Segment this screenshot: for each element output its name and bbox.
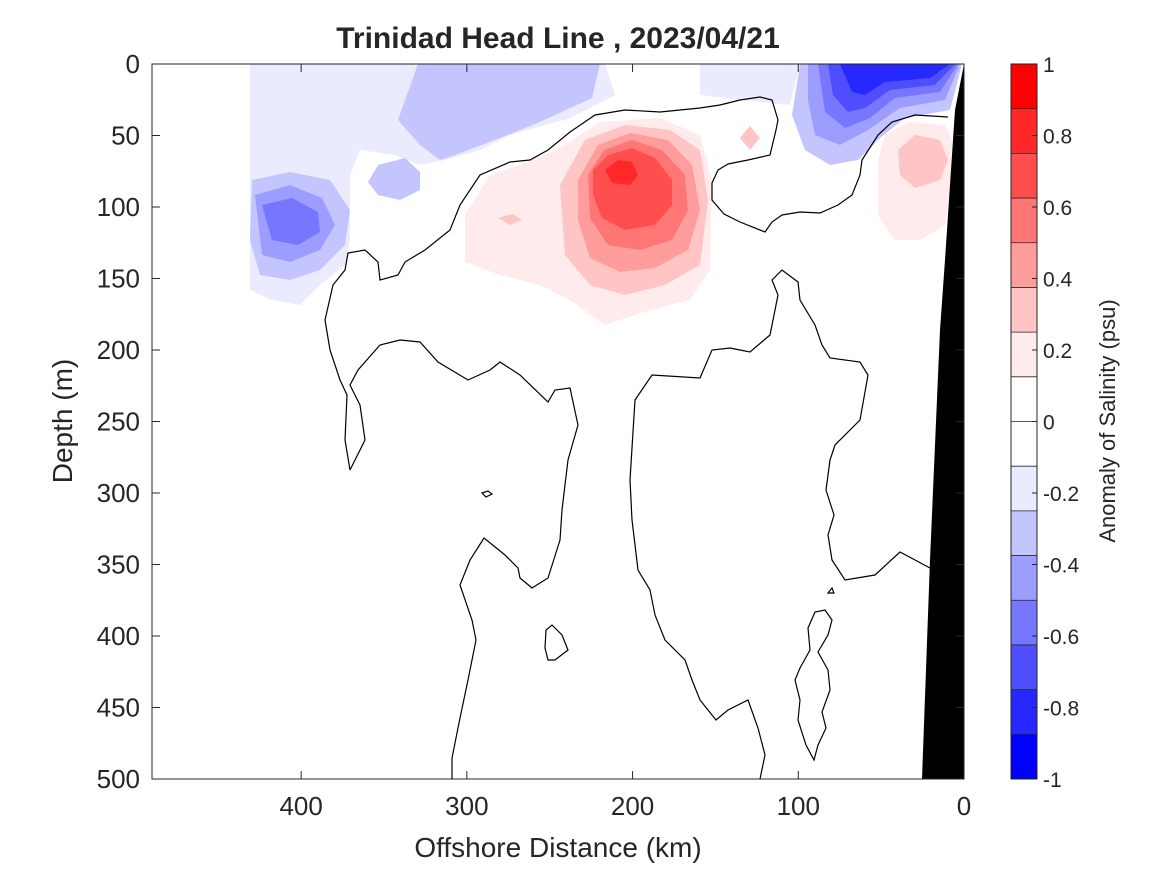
colorbar-level	[1011, 287, 1037, 333]
neg-anomaly-mid-patch	[398, 64, 600, 160]
colorbar-tick-label: -0.6	[1043, 626, 1079, 649]
y-tick-label: 0	[126, 49, 140, 79]
colorbar-level	[1011, 644, 1037, 691]
pos-anomaly-patch-280km	[498, 214, 522, 225]
y-tick-label: 450	[97, 693, 140, 723]
zero-contour-island-250km	[544, 624, 569, 661]
x-tick-label: 200	[611, 791, 654, 821]
colorbar-level	[1011, 421, 1037, 467]
colorbar-level	[1011, 64, 1037, 110]
x-axis-label: Offshore Distance (km)	[414, 832, 701, 863]
colorbar: 1 0.8 0.6 0.4 0.2 0 -0.2 -0.4 -0.6 -0.8 -1	[1010, 54, 1080, 792]
plot-area	[152, 64, 964, 779]
positive-anomaly-regions	[465, 118, 952, 325]
colorbar-level	[1011, 198, 1037, 244]
y-tick-label: 300	[97, 478, 140, 508]
colorbar-tick-label: 0.8	[1043, 126, 1072, 149]
colorbar-tick-label: -0.8	[1043, 698, 1079, 721]
y-tick-label: 400	[97, 621, 140, 651]
colorbar-tick-label: 0.4	[1043, 269, 1073, 292]
negative-anomaly-regions	[250, 64, 962, 305]
zero-contour-island-290km	[480, 490, 494, 498]
colorbar-level	[1011, 153, 1037, 199]
y-tick-label: 50	[111, 121, 140, 151]
y-axis-label: Depth (m)	[47, 359, 78, 483]
colorbar-tick-label: -1	[1043, 769, 1062, 792]
y-tick-label: 350	[97, 550, 140, 580]
zero-contour-island-80km	[826, 586, 835, 594]
x-tick-label: 0	[957, 791, 971, 821]
chart-title: Trinidad Head Line , 2023/04/21	[336, 22, 780, 55]
zero-contour-lines	[324, 96, 949, 779]
colorbar-level	[1011, 689, 1037, 735]
colorbar-tick-label: 0	[1043, 412, 1055, 435]
pos-anomaly-patch-130km	[740, 126, 760, 150]
colorbar-level	[1011, 555, 1037, 601]
y-tick-label: 200	[97, 335, 140, 365]
colorbar-label: Anomaly of Salinity (psu)	[1095, 299, 1120, 542]
y-tick-label: 500	[97, 764, 140, 794]
pos-anomaly-east-core	[898, 135, 948, 188]
neg-anomaly-band-east	[700, 64, 800, 105]
y-tick-label: 150	[97, 264, 140, 294]
neg-anomaly-east-l5	[840, 64, 950, 95]
x-axis: 400 300 200 100 0	[279, 64, 971, 821]
pos-anomaly-main-l6	[605, 160, 638, 185]
neg-anomaly-west-blob-core	[262, 198, 320, 245]
y-tick-label: 250	[97, 407, 140, 437]
zero-contour-west-lobe	[349, 339, 579, 779]
zero-contour-main	[324, 96, 949, 471]
colorbar-level	[1011, 510, 1037, 557]
y-tick-label: 100	[97, 192, 140, 222]
colorbar-level	[1011, 332, 1037, 378]
colorbar-tick-label: -0.4	[1043, 555, 1080, 578]
colorbar-level	[1011, 242, 1037, 288]
colorbar-level	[1011, 466, 1037, 512]
x-tick-label: 300	[445, 791, 488, 821]
colorbar-tick-label: -0.2	[1043, 483, 1079, 506]
colorbar-tick-label: 0.2	[1043, 340, 1072, 363]
zero-contour-central-lobe	[629, 269, 931, 779]
x-tick-label: 400	[279, 791, 322, 821]
colorbar-level	[1011, 600, 1037, 646]
land-bathymetry-mask	[922, 64, 964, 779]
zero-contour-inner-east	[794, 609, 833, 762]
colorbar-tick-label: 1	[1043, 54, 1055, 77]
colorbar-level	[1011, 108, 1037, 154]
colorbar-tick-label: 0.6	[1043, 197, 1072, 220]
y-axis: 0 50 100 150 200 250 300 350 400 450 500	[97, 49, 964, 794]
x-tick-label: 100	[777, 791, 820, 821]
colorbar-level	[1011, 376, 1037, 422]
neg-anomaly-small-patch	[368, 158, 420, 200]
colorbar-level	[1011, 734, 1037, 780]
